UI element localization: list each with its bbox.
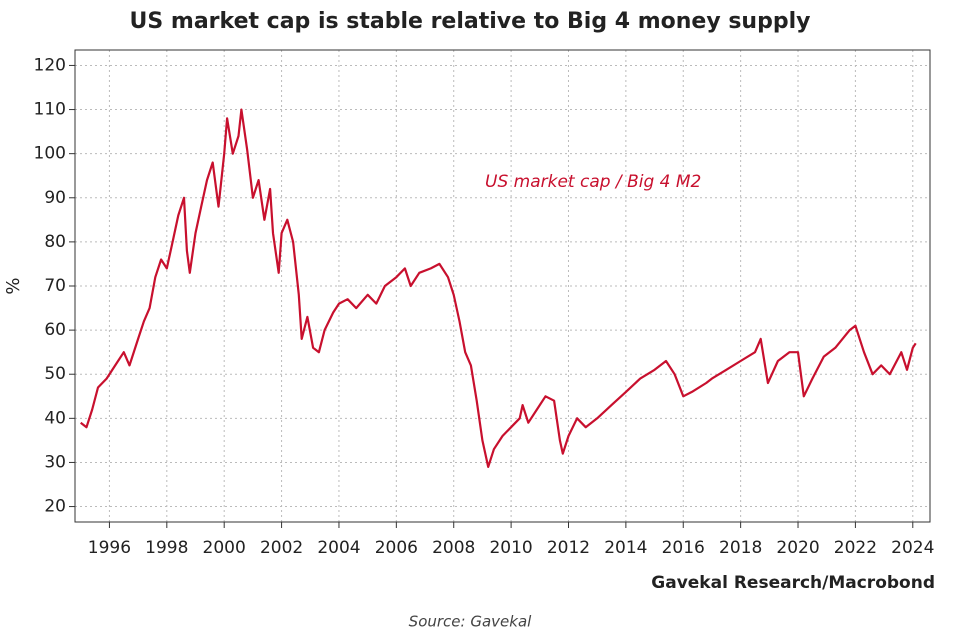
- x-tick-label: 2002: [260, 538, 303, 558]
- x-tick-label: 2004: [317, 538, 360, 558]
- x-tick-label: 2020: [776, 538, 819, 558]
- y-tick-label: 30: [44, 452, 66, 472]
- y-tick-label: 20: [44, 497, 66, 517]
- x-tick-label: 2000: [203, 538, 246, 558]
- y-tick-label: 90: [44, 188, 66, 208]
- x-tick-label: 2012: [547, 538, 590, 558]
- chart-title: US market cap is stable relative to Big …: [130, 9, 811, 34]
- x-tick-label: 1998: [145, 538, 188, 558]
- credit: Gavekal Research/Macrobond: [651, 573, 935, 593]
- x-tick-label: 2008: [432, 538, 475, 558]
- x-tick-label: 2016: [662, 538, 705, 558]
- plot-frame: [74, 49, 931, 523]
- y-tick-label: 60: [44, 320, 66, 340]
- y-tick-label: 50: [44, 364, 66, 384]
- x-tick-label: 1996: [88, 538, 131, 558]
- x-tick-label: 2024: [891, 538, 934, 558]
- y-tick-label: 80: [44, 232, 66, 252]
- series-label: US market cap / Big 4 M2: [485, 172, 701, 192]
- y-tick-label: 110: [34, 100, 66, 120]
- x-tick-label: 2006: [375, 538, 418, 558]
- x-tick-label: 2014: [604, 538, 647, 558]
- y-axis-label: %: [3, 277, 24, 294]
- x-tick-label: 2018: [719, 538, 762, 558]
- y-tick-label: 100: [34, 144, 66, 164]
- x-tick-label: 2010: [489, 538, 532, 558]
- series-line: [80, 108, 917, 468]
- y-tick-label: 70: [44, 276, 66, 296]
- y-tick-label: 120: [34, 55, 66, 75]
- y-tick-label: 40: [44, 408, 66, 428]
- x-tick-label: 2022: [834, 538, 877, 558]
- source: Source: Gavekal: [409, 613, 532, 631]
